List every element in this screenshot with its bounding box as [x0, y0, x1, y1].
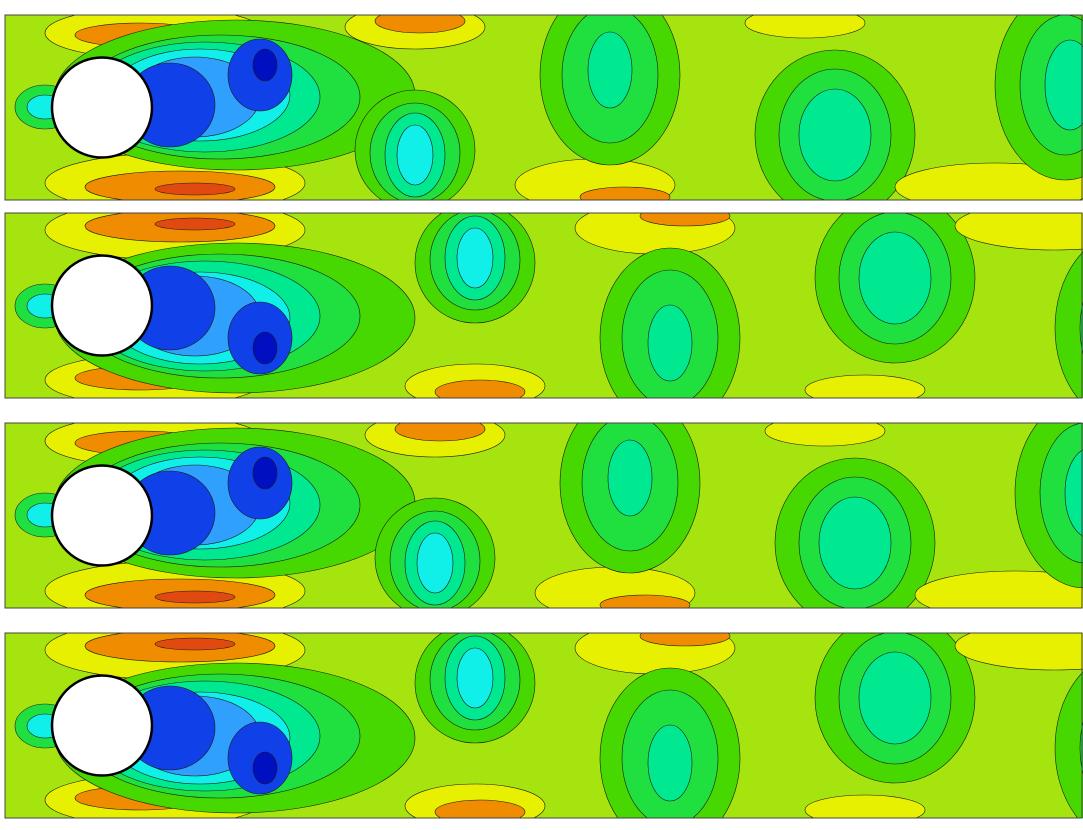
- contour-band: [765, 416, 885, 446]
- contour-band: [600, 595, 690, 615]
- contour-band: [253, 49, 277, 81]
- contour-panel: [5, 393, 1083, 628]
- panel-field: [5, 0, 1083, 220]
- contour-panel: [5, 193, 1083, 428]
- contour-band: [535, 567, 695, 619]
- contour-band: [155, 218, 235, 230]
- contour-band: [515, 159, 675, 211]
- panel-field: [5, 393, 1083, 628]
- contour-figure: [0, 0, 1083, 830]
- contour-band: [859, 652, 931, 744]
- contour-band: [253, 457, 277, 489]
- contour-band: [575, 202, 735, 254]
- contour-band: [799, 89, 871, 181]
- cylinder: [52, 466, 152, 566]
- contour-band: [253, 332, 277, 364]
- contour-band: [648, 725, 692, 801]
- contour-band: [155, 638, 235, 650]
- contour-band: [805, 375, 925, 405]
- cylinder: [52, 256, 152, 356]
- contour-band: [253, 752, 277, 784]
- panel-field: [5, 193, 1083, 428]
- contour-band: [859, 232, 931, 324]
- contour-band: [580, 187, 670, 207]
- contour-panel: [5, 613, 1083, 830]
- panel-field: [5, 613, 1083, 830]
- contour-band: [608, 440, 652, 516]
- contour-band: [805, 795, 925, 825]
- contour-band: [640, 626, 730, 646]
- cylinder: [52, 676, 152, 776]
- contour-band: [648, 305, 692, 381]
- contour-band: [395, 417, 485, 441]
- cylinder: [52, 58, 152, 158]
- contour-band: [417, 533, 453, 593]
- page: {} (() => { const svg = document.getElem…: [0, 0, 1083, 830]
- contour-band: [375, 9, 465, 33]
- contour-band: [457, 648, 493, 708]
- contour-band: [745, 8, 865, 38]
- contour-panel: [5, 0, 1083, 220]
- contour-band: [155, 591, 235, 603]
- contour-band: [435, 800, 525, 824]
- contour-band: [457, 228, 493, 288]
- contour-band: [155, 183, 235, 195]
- contour-band: [397, 125, 433, 185]
- contour-band: [819, 497, 891, 589]
- contour-band: [575, 622, 735, 674]
- contour-band: [435, 380, 525, 404]
- contour-band: [640, 206, 730, 226]
- contour-band: [588, 32, 632, 108]
